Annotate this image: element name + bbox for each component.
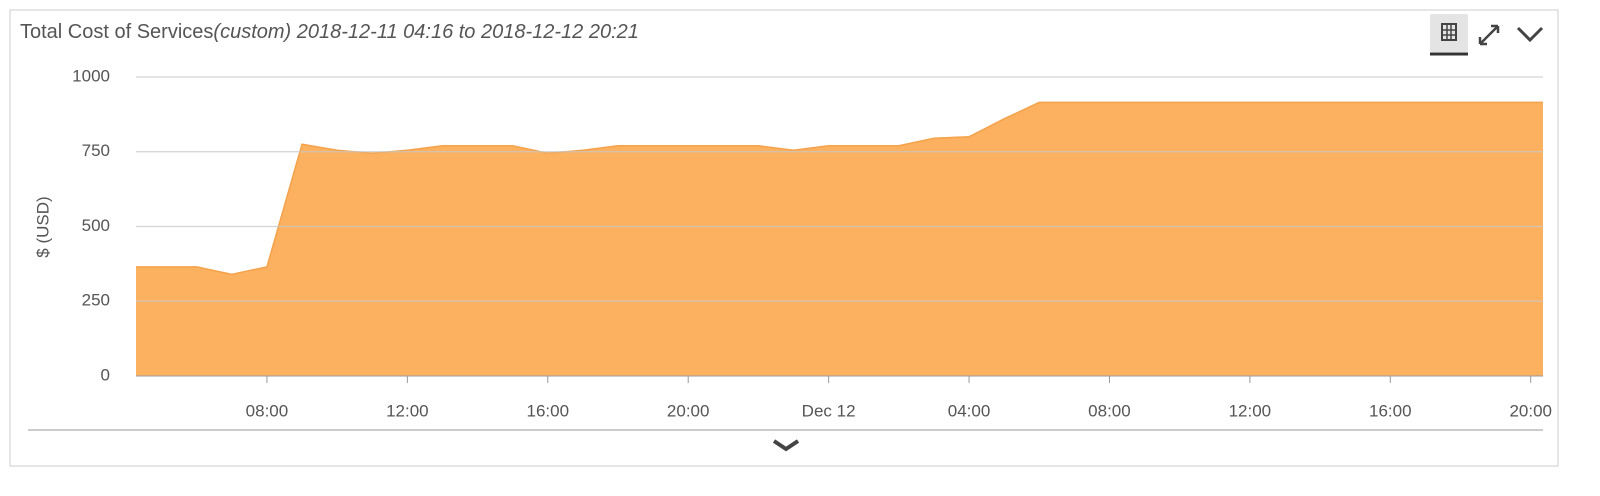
x-tick-label: 20:00 — [1509, 401, 1552, 420]
plot: 0 250 500 750 1000 08:00 12:00 16:00 20:00 Dec 12… — [72, 66, 1552, 420]
y-tick-label: 750 — [82, 141, 110, 160]
expand-details-button[interactable] — [772, 439, 800, 452]
x-tick-label: 16:00 — [1369, 401, 1412, 420]
calendar-icon — [1441, 23, 1457, 41]
y-axis-label: $ (USD) — [33, 196, 52, 257]
chart-title: Total Cost of Services — [20, 21, 213, 43]
y-tick-label: 250 — [82, 291, 110, 310]
title-text: Total Cost of Services(custom) 2018-12-1… — [20, 21, 639, 43]
area-line — [136, 101, 1543, 276]
collapse-button[interactable] — [1516, 26, 1544, 43]
y-tick-label: 0 — [101, 365, 110, 384]
chart-subtitle: (custom) 2018-12-11 04:16 to 2018-12-12 … — [213, 21, 638, 43]
y-tick-label: 500 — [82, 216, 110, 235]
calendar-button[interactable] — [1430, 14, 1468, 56]
area — [136, 102, 1543, 376]
y-tick-label: 1000 — [72, 66, 110, 85]
x-tick-label: 08:00 — [1088, 401, 1131, 420]
x-tick-label: 16:00 — [527, 401, 570, 420]
x-tick-label: 04:00 — [948, 401, 991, 420]
x-tick-label: Dec 12 — [802, 401, 856, 420]
x-tick-label: 12:00 — [386, 401, 429, 420]
x-tick-label: 12:00 — [1229, 401, 1272, 420]
button-bg[interactable] — [1430, 14, 1468, 52]
x-tick-label: 08:00 — [246, 401, 289, 420]
calendar-grid — [1442, 24, 1456, 40]
expand-button[interactable] — [1478, 24, 1500, 46]
x-tick-label: 20:00 — [667, 401, 710, 420]
expand-icon[interactable] — [1478, 24, 1500, 46]
